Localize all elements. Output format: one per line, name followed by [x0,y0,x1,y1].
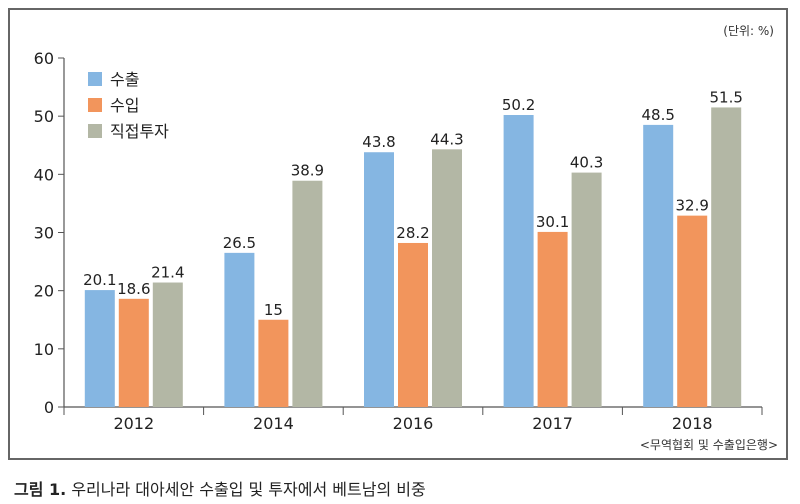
caption-text: 우리나라 대아세안 수출입 및 투자에서 베트남의 비중 [71,480,426,499]
unit-note: (단위: %) [723,24,774,38]
data-label: 51.5 [709,88,742,106]
bar [84,290,115,407]
legend-label: 수출 [110,70,139,89]
data-label: 38.9 [291,162,324,180]
figure-caption: 그림 1. 우리나라 대아세안 수출입 및 투자에서 베트남의 비중 [14,476,426,500]
data-label: 20.1 [83,271,116,289]
source-note: <무역협회 및 수출입은행> [639,438,778,452]
data-label: 15 [264,301,283,319]
x-tick-label: 2018 [672,414,713,433]
bar [224,252,255,407]
bar [398,242,428,407]
data-label: 26.5 [223,234,256,252]
data-label: 44.3 [430,130,463,148]
legend-swatch [88,72,102,86]
bar [537,231,568,407]
x-tick-label: 2014 [253,414,294,433]
legend-swatch [88,124,102,138]
data-label: 30.1 [536,213,569,231]
legend-label: 수입 [110,96,139,115]
bar [152,282,183,407]
bar [677,215,708,407]
data-label: 21.4 [151,264,184,282]
caption-label: 그림 1. [14,480,67,499]
data-label: 32.9 [675,197,708,215]
y-tick-label: 10 [34,340,54,359]
bar [643,124,674,408]
bar [711,107,742,408]
data-label: 18.6 [117,280,150,298]
x-tick-label: 2012 [113,414,154,433]
y-tick-label: 40 [34,165,54,184]
y-tick-label: 50 [34,107,54,126]
y-tick-label: 60 [34,49,54,68]
legend-swatch [88,98,102,112]
x-tick-label: 2017 [532,414,573,433]
data-label: 28.2 [396,224,429,242]
y-tick-label: 0 [44,398,54,417]
bar [118,298,149,407]
bar [571,172,602,407]
x-tick-label: 2016 [393,414,434,433]
y-tick-label: 30 [34,224,54,243]
legend-label: 직접투자 [110,122,169,141]
data-label: 43.8 [362,133,395,151]
bar [258,319,289,407]
bar [432,149,462,408]
bar [364,152,394,407]
bar [503,115,534,408]
data-label: 48.5 [641,106,674,124]
data-label: 40.3 [570,154,603,172]
bar [292,180,323,407]
data-label: 50.2 [502,96,535,114]
y-tick-label: 20 [34,282,54,301]
